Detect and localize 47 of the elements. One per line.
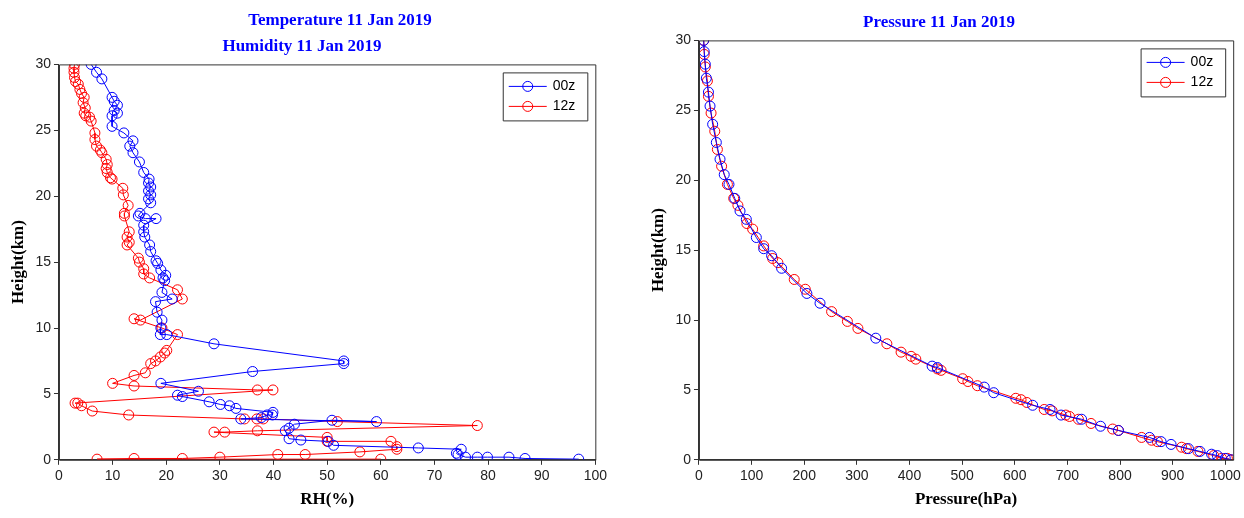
- x-tick-label: 50: [319, 467, 336, 484]
- x-tick-label: 0: [695, 467, 704, 484]
- legend-label: 12z: [1190, 73, 1214, 90]
- x-tick-label: 40: [265, 467, 282, 484]
- y-tick-label: 5: [683, 380, 692, 397]
- y-tick-label: 20: [675, 171, 692, 188]
- y-axis-title: Height(km): [647, 208, 667, 293]
- x-tick-label: 600: [1003, 467, 1027, 484]
- x-tick-label: 70: [426, 467, 443, 484]
- y-tick-label: 25: [675, 101, 692, 118]
- x-tick-label: 100: [583, 467, 608, 484]
- x-tick-label: 60: [372, 467, 389, 484]
- legend-label: 00z: [552, 77, 576, 94]
- x-tick-label: 10: [104, 467, 121, 484]
- y-tick-label: 15: [675, 240, 692, 257]
- y-tick-label: 5: [43, 384, 52, 401]
- x-tick-label: 300: [845, 467, 869, 484]
- y-tick-label: 10: [675, 310, 692, 327]
- x-tick-label: 700: [1055, 467, 1080, 484]
- y-tick-label: 0: [43, 450, 52, 467]
- chart-title: Pressure 11 Jan 2019: [863, 11, 1015, 31]
- y-axis-title: Height(km): [7, 220, 27, 305]
- legend-label: 00z: [1190, 53, 1214, 70]
- x-tick-label: 0: [55, 467, 64, 484]
- x-tick-label: 400: [897, 467, 922, 484]
- x-tick-label: 90: [533, 467, 550, 484]
- x-tick-label: 100: [739, 467, 764, 484]
- y-tick-label: 30: [35, 55, 52, 72]
- chart-title: Humidity 11 Jan 2019: [222, 35, 382, 55]
- y-tick-label: 15: [35, 252, 52, 269]
- text: Temperature 11 Jan 2019: [247, 10, 433, 30]
- x-axis-title: RH(%): [300, 489, 355, 509]
- x-axis-title: Pressure(hPa): [914, 489, 1018, 509]
- y-tick-label: 30: [675, 31, 692, 48]
- x-tick-label: 900: [1160, 467, 1185, 484]
- y-tick-label: 10: [35, 318, 52, 335]
- y-tick-label: 25: [35, 121, 52, 138]
- x-tick-label: 500: [950, 467, 975, 484]
- y-tick-label: 0: [683, 450, 692, 467]
- x-tick-label: 800: [1108, 467, 1132, 484]
- x-tick-label: 200: [792, 467, 817, 484]
- x-tick-label: 20: [158, 467, 175, 484]
- x-tick-label: 30: [212, 467, 228, 484]
- x-tick-label: 80: [480, 467, 497, 484]
- legend-label: 12z: [552, 97, 576, 114]
- y-tick-label: 20: [35, 187, 52, 204]
- x-tick-label: 1000: [1209, 467, 1242, 484]
